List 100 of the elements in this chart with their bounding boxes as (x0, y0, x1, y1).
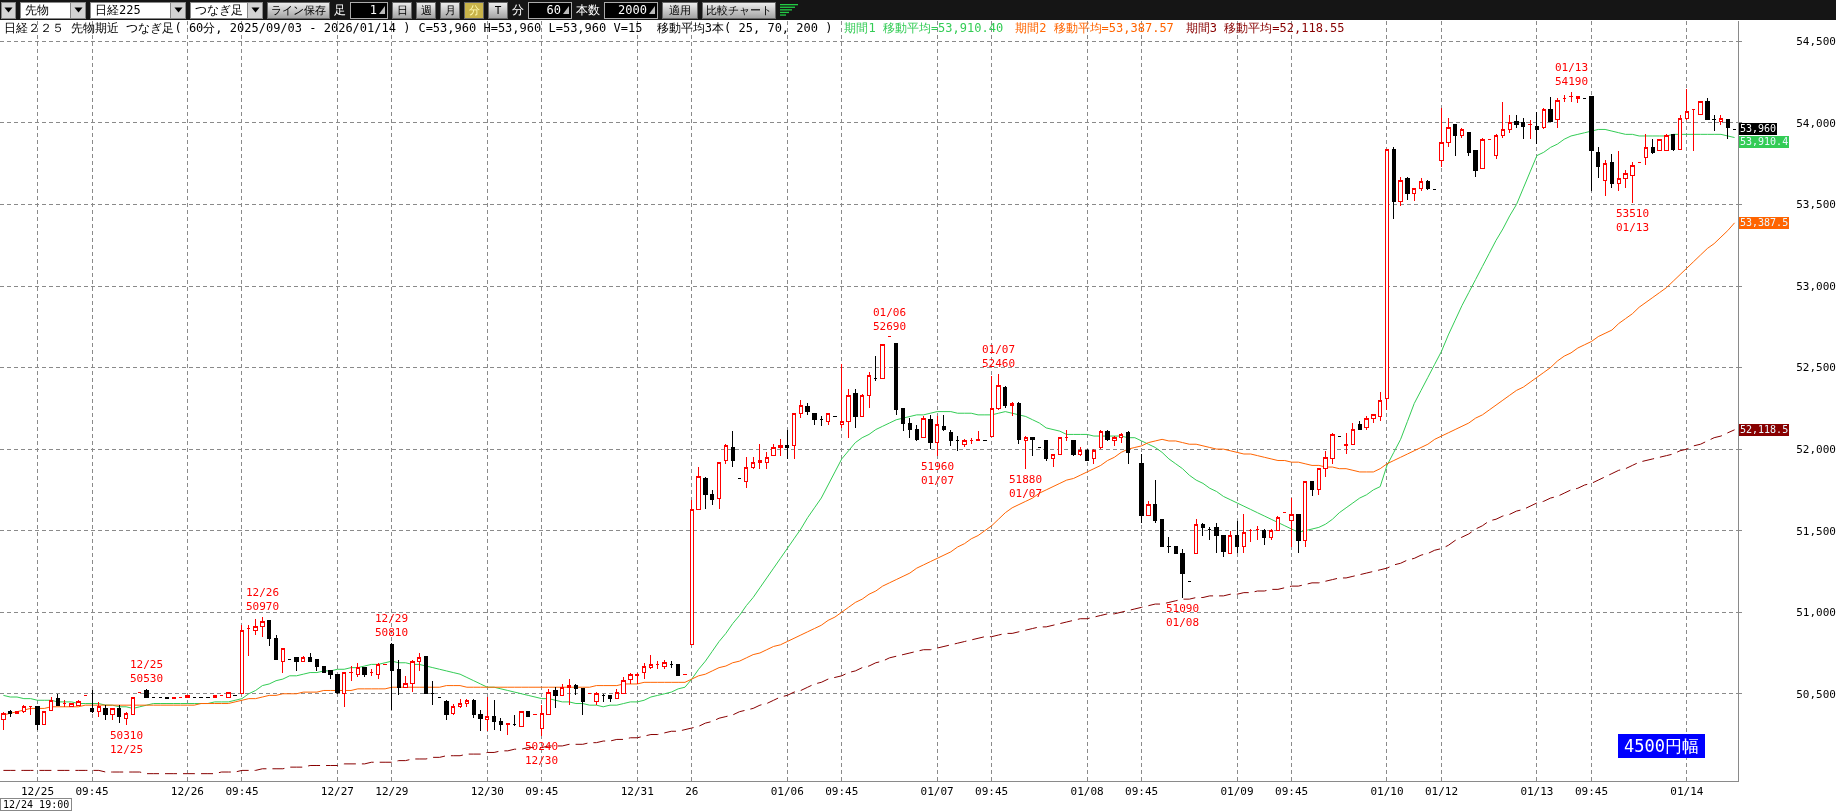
button: 比較チャート (702, 1, 776, 19)
candlestick (1057, 437, 1063, 455)
candlestick (1084, 448, 1090, 462)
candlestick (485, 696, 490, 732)
x-tick-label: 01/08 (1070, 785, 1104, 799)
y-tick-label: 52,500 (1796, 361, 1836, 375)
candlestick (771, 443, 776, 457)
candlestick (934, 415, 940, 457)
candlestick (267, 619, 272, 647)
candlestick (1534, 111, 1540, 145)
candlestick (1568, 91, 1574, 103)
x-tick-label: 09:45 (825, 785, 859, 799)
candlestick (607, 694, 613, 703)
candlestick (1507, 114, 1512, 134)
candlestick (355, 662, 360, 678)
candlestick (744, 456, 749, 489)
candlestick (873, 355, 878, 382)
candlestick (1521, 117, 1526, 140)
candlestick (860, 393, 865, 417)
candlestick (1119, 432, 1124, 444)
candlestick (846, 388, 851, 439)
range-badge: 4500円幅 (1618, 734, 1705, 758)
candlestick (1030, 437, 1035, 457)
candlestick (1234, 520, 1240, 554)
candlestick (314, 659, 320, 672)
candlestick (307, 652, 313, 662)
candlestick (444, 699, 449, 721)
candlestick (1371, 414, 1376, 424)
candlestick (1091, 448, 1097, 465)
candlestick (730, 430, 735, 468)
x-tick-label: 12/27 (320, 785, 354, 799)
x-tick-label: 09:45 (1125, 785, 1159, 799)
candlestick (1500, 101, 1506, 139)
x-tick-label: 01/10 (1370, 785, 1404, 799)
candlestick (635, 672, 640, 685)
candlestick (1643, 133, 1649, 166)
candlestick (546, 688, 551, 716)
candlestick (416, 652, 422, 672)
candlestick (757, 443, 763, 470)
candlestick (764, 451, 769, 470)
candlestick (1316, 468, 1322, 496)
candlestick (519, 711, 524, 727)
candlestick (703, 476, 708, 510)
candlestick (1514, 114, 1519, 129)
candlestick (280, 647, 286, 674)
candlestick (853, 388, 858, 429)
chart-title: 日経２２５ 先物期近 つなぎ足( 60分, 2025/09/03 - 2026/01/14 ) (4, 21, 411, 35)
candlestick (1193, 518, 1199, 554)
candlestick (921, 415, 926, 439)
candlestick (1664, 133, 1669, 152)
candlestick (894, 342, 899, 416)
x-tick-label: 01/07 (920, 785, 954, 799)
candlestick (1452, 124, 1458, 157)
button: ライン保存 (267, 1, 330, 19)
candlestick (1330, 432, 1335, 465)
candlestick (8, 709, 13, 718)
candlestick (1405, 176, 1410, 201)
candlestick (1044, 440, 1049, 462)
button: 分 (464, 1, 484, 19)
text: 01/06 52690 (873, 306, 907, 334)
candlestick (212, 694, 217, 698)
candlestick (321, 665, 326, 674)
line-series (2, 429, 1736, 775)
candlestick (1398, 176, 1403, 207)
candlestick (750, 456, 756, 470)
candlestick (226, 691, 231, 698)
candlestick (478, 709, 483, 732)
y-tick-label: 51,000 (1796, 606, 1836, 620)
text: 期間3 移動平均=52,118.55 (1185, 21, 1345, 35)
dropdown: 日経225 (90, 1, 186, 19)
candlestick (1555, 97, 1560, 129)
candlestick (948, 429, 953, 447)
candlestick (301, 655, 306, 662)
candlestick (1541, 107, 1546, 130)
candlestick (1268, 528, 1274, 541)
candlestick (601, 693, 606, 703)
candlestick (185, 694, 190, 698)
candlestick (996, 373, 1001, 411)
candlestick (1671, 133, 1676, 152)
candlestick (457, 698, 463, 709)
candlestick (328, 670, 333, 680)
candlestick (553, 686, 558, 709)
candlestick (962, 438, 967, 448)
candlestick (723, 443, 729, 465)
candlestick (614, 688, 619, 700)
candlestick (117, 704, 122, 724)
candlestick (110, 707, 115, 721)
candlestick (1711, 114, 1717, 132)
candlestick (14, 711, 20, 714)
x-tick-label: 01/14 (1670, 785, 1704, 799)
text: 50240 12/30 (525, 740, 559, 768)
candlestick (1596, 146, 1601, 179)
dropdown: つなぎ足 (190, 1, 263, 19)
candlestick (294, 657, 299, 672)
candlestick (28, 706, 33, 716)
candlestick (342, 672, 347, 708)
candlestick (103, 704, 108, 721)
candlestick (1527, 119, 1533, 140)
candlestick (1412, 187, 1417, 202)
candlestick (335, 673, 340, 695)
